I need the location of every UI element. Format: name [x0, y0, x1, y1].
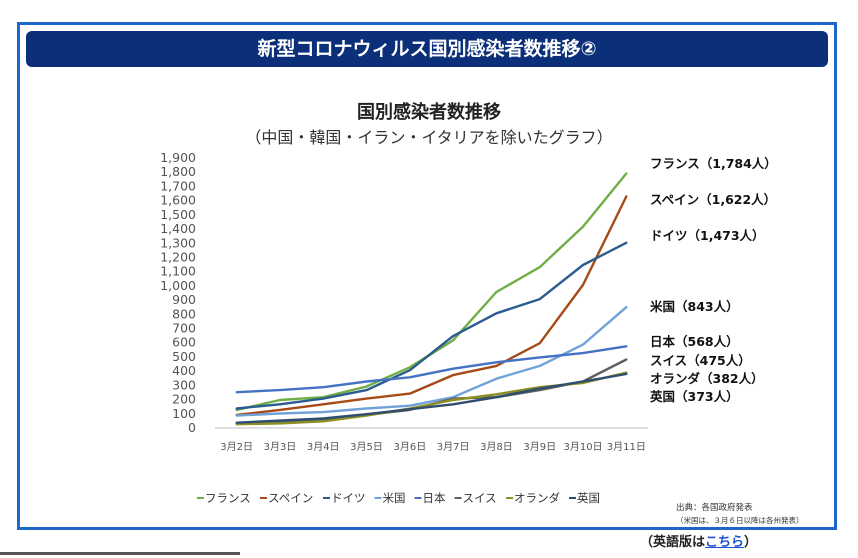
legend-label: オランダ: [514, 491, 560, 505]
source-subnote: （米国は、３月６日以降は各州発表）: [676, 516, 804, 525]
y-tick-label: 700: [172, 321, 196, 336]
x-tick-label: 3月9日: [523, 441, 556, 453]
english-prefix: （英語版は: [640, 535, 706, 550]
x-tick-label: 3月10日: [564, 441, 603, 453]
series-end-label: 英国（373人）: [650, 389, 739, 404]
legend-label: スイス: [463, 491, 497, 505]
y-tick-label: 600: [172, 335, 196, 350]
y-tick-label: 1,500: [160, 207, 196, 222]
legend-label: 日本: [423, 491, 446, 505]
y-tick-label: 1,900: [160, 150, 196, 165]
slide-title: 新型コロナウィルス国別感染者数推移②: [26, 31, 828, 67]
series-end-label: スペイン（1,622人）: [650, 192, 776, 207]
y-tick-label: 300: [172, 377, 196, 392]
y-tick-label: 800: [172, 306, 196, 321]
series-line: [235, 372, 628, 424]
series-end-label: ドイツ（1,473人）: [650, 228, 765, 243]
series-line: [235, 241, 628, 410]
x-tick-label: 3月6日: [393, 441, 426, 453]
y-tick-label: 1,000: [160, 278, 196, 293]
series-end-label: 日本（568人）: [650, 334, 739, 349]
series-end-label: フランス（1,784人）: [650, 156, 777, 171]
y-tick-label: 900: [172, 292, 196, 307]
english-suffix: ）: [744, 535, 758, 550]
legend-label: ドイツ: [331, 491, 366, 505]
y-tick-label: 400: [172, 363, 196, 378]
x-tick-label: 3月2日: [220, 441, 253, 453]
legend-label: 英国: [577, 491, 600, 505]
series-line: [235, 195, 628, 417]
y-tick-label: 0: [188, 420, 196, 435]
y-tick-label: 1,700: [160, 178, 196, 193]
english-version-link[interactable]: こちら: [705, 535, 745, 550]
series-end-label: 米国（843人）: [649, 299, 739, 314]
y-tick-label: 1,200: [160, 249, 196, 264]
chart-subtitle: （中国・韓国・イラン・イタリアを除いたグラフ）: [245, 128, 613, 147]
series-end-label: オランダ（382人）: [650, 371, 764, 386]
bottom-divider: [0, 552, 240, 555]
y-tick-label: 1,400: [160, 221, 196, 236]
legend-label: 米国: [383, 491, 406, 505]
series-line: [235, 172, 628, 412]
x-tick-label: 3月11日: [607, 441, 646, 453]
y-tick-label: 1,300: [160, 235, 196, 250]
y-tick-label: 200: [172, 392, 196, 407]
series-end-label: スイス（475人）: [650, 353, 751, 368]
english-version-note: （英語版はこちら）: [640, 531, 757, 550]
y-tick-label: 1,800: [160, 164, 196, 179]
y-tick-label: 500: [172, 349, 196, 364]
x-tick-label: 3月8日: [480, 441, 513, 453]
series-line: [235, 345, 628, 394]
x-tick-label: 3月7日: [437, 441, 470, 453]
legend-label: フランス: [205, 491, 251, 505]
slide-frame: 新型コロナウィルス国別感染者数推移②: [17, 22, 837, 530]
x-tick-label: 3月4日: [307, 441, 340, 453]
legend-label: スペイン: [268, 491, 313, 505]
x-tick-label: 3月3日: [264, 441, 297, 453]
y-tick-label: 100: [172, 406, 196, 421]
y-tick-label: 1,100: [160, 264, 196, 279]
y-tick-label: 1,600: [160, 193, 196, 208]
source-note: 出典：各国政府発表: [676, 503, 753, 513]
chart-title: 国別感染者数推移: [357, 102, 501, 123]
x-tick-label: 3月5日: [350, 441, 383, 453]
